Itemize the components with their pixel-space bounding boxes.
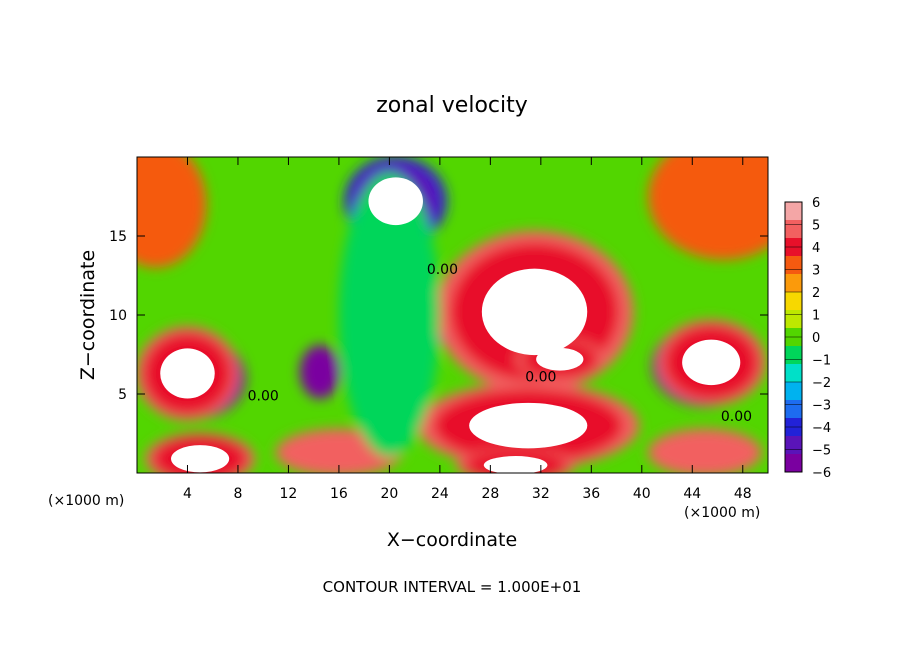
eastward-cell-10-core <box>483 456 548 473</box>
colorbar-swatch-4 <box>785 274 802 293</box>
colorbar-tick-label-1: 5 <box>812 219 820 234</box>
x-axis-unit-left: (×1000 m) <box>48 493 124 509</box>
x-tick-label-0: 4 <box>183 486 192 502</box>
colorbar-tick-label-7: −1 <box>812 354 831 369</box>
colorbar: 6 5 4 3 2 1 0 −1 −2 −3 −4 −5 −6 <box>784 196 831 481</box>
x-tick-label-2: 12 <box>280 486 298 502</box>
contour-label-2: 0.00 <box>525 369 556 385</box>
x-tick-label-5: 24 <box>431 486 449 502</box>
colorbar-swatch-10 <box>785 382 802 401</box>
eastward-cell-7-core <box>536 347 584 371</box>
x-axis-label: X−coordinate <box>387 529 517 551</box>
westward-cell-18 <box>338 172 440 458</box>
x-tick-label-11: 48 <box>734 486 752 502</box>
y-tick-label-1: 10 <box>109 308 127 324</box>
eastward-cell-15 <box>648 428 762 473</box>
colorbar-swatch-9 <box>785 364 802 383</box>
y-tick-label-2: 15 <box>109 229 127 245</box>
chart-title: zonal velocity <box>376 93 528 118</box>
y-tick-label-0: 5 <box>118 387 127 403</box>
colorbar-tick-label-10: −4 <box>812 421 831 436</box>
eastward-cell-16 <box>137 157 207 268</box>
eastward-cell-12-core <box>682 339 741 386</box>
colorbar-swatch-14 <box>785 454 802 473</box>
x-tick-label-9: 40 <box>633 486 651 502</box>
colorbar-swatch-1 <box>785 220 802 239</box>
x-tick-label-3: 16 <box>330 486 348 502</box>
colorbar-tick-label-5: 1 <box>812 309 820 324</box>
colorbar-tick-label-12: −6 <box>812 466 831 481</box>
y-axis: 5 10 15 <box>109 229 768 403</box>
eastward-cell-4-core <box>160 348 215 399</box>
colorbar-tick-label-4: 2 <box>812 286 820 301</box>
colorbar-swatch-3 <box>785 256 802 275</box>
contour-label-3: 0.00 <box>721 409 752 425</box>
x-axis: 4 8 12 16 20 24 28 32 36 40 44 48 <box>183 157 752 502</box>
eastward-cell-17 <box>648 157 768 260</box>
velocity-field <box>137 157 768 473</box>
eastward-cell-13-core <box>171 445 230 473</box>
westward-cell-0-core <box>368 177 423 226</box>
colorbar-tick-label-3: 3 <box>812 264 820 279</box>
colorbar-tick-label-8: −2 <box>812 376 831 391</box>
x-tick-label-1: 8 <box>233 486 242 502</box>
colorbar-tick-label-0: 6 <box>812 196 820 211</box>
x-axis-unit-right: (×1000 m) <box>684 505 760 521</box>
x-tick-label-10: 44 <box>683 486 701 502</box>
contour-label-0: 0.00 <box>427 262 458 278</box>
colorbar-tick-label-6: 0 <box>812 331 820 346</box>
field-shading <box>137 157 768 473</box>
contour-labels: 0.00 0.00 0.00 0.00 <box>248 262 752 425</box>
contour-label-1: 0.00 <box>248 388 279 404</box>
field-cores <box>160 177 741 473</box>
x-tick-label-7: 32 <box>532 486 550 502</box>
colorbar-tick-label-2: 4 <box>812 241 820 256</box>
colorbar-tick-label-9: −3 <box>812 399 831 414</box>
colorbar-swatch-11 <box>785 400 802 419</box>
x-tick-label-8: 36 <box>582 486 600 502</box>
contour-interval-note: CONTOUR INTERVAL = 1.000E+01 <box>323 578 582 596</box>
colorbar-swatch-13 <box>785 436 802 455</box>
colorbar-swatch-5 <box>785 292 802 311</box>
x-tick-label-6: 28 <box>481 486 499 502</box>
y-axis-label: Z−coordinate <box>77 250 99 380</box>
colorbar-tick-label-11: −5 <box>812 444 831 459</box>
westward-cell-2 <box>299 345 341 399</box>
x-tick-label-4: 20 <box>380 486 398 502</box>
plot-area: 0.00 0.00 0.00 0.00 <box>136 156 769 474</box>
colorbar-swatch-0 <box>785 202 802 221</box>
colorbar-swatch-8 <box>785 346 802 365</box>
eastward-cell-6-core <box>481 268 588 356</box>
colorbar-swatch-6 <box>785 310 802 329</box>
eastward-cell-9-core <box>469 402 588 449</box>
